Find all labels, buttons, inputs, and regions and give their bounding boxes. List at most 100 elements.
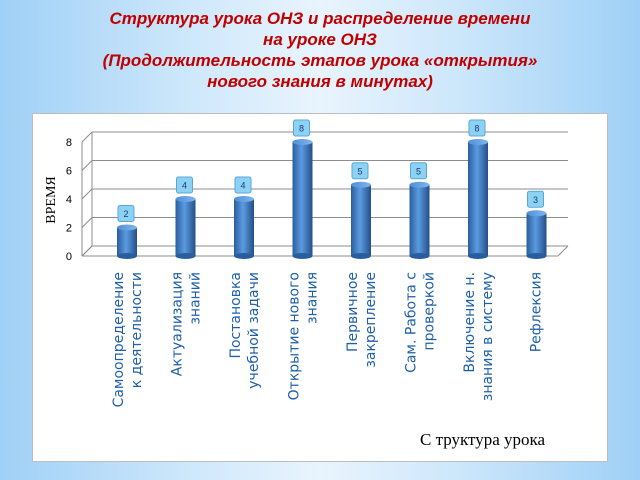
gridline-diag: [81, 188, 93, 200]
bar: [175, 196, 196, 259]
x-tick-label: Открытие нового: [287, 272, 303, 400]
x-tick-label: закрепление: [363, 272, 379, 368]
gridline-diag: [81, 131, 93, 143]
title-line-2: на уроке ОНЗ: [263, 30, 377, 49]
title-line-3: (Продолжительность этапов урока «открыти…: [102, 51, 538, 70]
data-label: 8: [468, 119, 486, 137]
x-tick-label: Включение н.: [462, 272, 478, 373]
x-tick-label: Актуализация: [170, 272, 186, 376]
x-tick-label: проверкой: [422, 272, 438, 350]
floor-edge-right: [557, 245, 569, 257]
x-tick-label: учебной задачи: [246, 272, 262, 389]
x-category-label: Актуализация знаний: [168, 271, 204, 377]
bar-body: [409, 184, 430, 256]
bar: [292, 139, 313, 259]
bar-top: [526, 210, 547, 217]
chart-panel: [32, 113, 608, 462]
x-category-label: Открытие нового знания: [285, 271, 321, 402]
data-label-text: 3: [533, 195, 538, 205]
data-label-box: [527, 190, 544, 208]
data-label-text: 4: [240, 181, 245, 191]
bar-base: [468, 253, 488, 259]
bar-body: [234, 199, 254, 256]
gridline-diag: [81, 217, 93, 228]
bars: [117, 139, 547, 259]
x-tick-label: к деятельности: [129, 272, 145, 388]
y-tick-label: 8: [66, 137, 72, 149]
y-tick-label: 0: [66, 251, 72, 263]
data-label: 2: [117, 205, 135, 222]
bar-base: [292, 253, 313, 259]
x-category-label: Самоопределение к деятельности: [110, 271, 146, 409]
y-tick-label: 6: [66, 166, 72, 178]
x-tick-label: знаний: [188, 272, 204, 325]
title-line-1: Структура урока ОНЗ и распределение врем…: [109, 9, 531, 28]
data-label-text: 8: [474, 124, 479, 134]
data-label-text: 5: [357, 166, 362, 176]
data-label: 5: [351, 162, 369, 180]
y-tick-label: 4: [66, 194, 72, 206]
bar-base: [117, 253, 137, 259]
y-axis-label: ВРЕМЯ: [44, 176, 59, 223]
data-label: 4: [234, 176, 252, 194]
bar-top: [409, 181, 430, 188]
data-label-box: [117, 205, 135, 222]
data-label-box: [468, 119, 486, 137]
bar-top: [175, 196, 196, 202]
x-category-label: Постановка учебной задачи: [227, 271, 263, 390]
x-category-label: Рефлексия: [527, 271, 545, 353]
x-category-label: Включение н. знания в систему: [461, 271, 497, 402]
x-tick-label: Рефлексия: [529, 272, 545, 352]
data-label: 3: [527, 190, 544, 208]
bar: [234, 196, 254, 259]
chart-caption: С труктура урока: [420, 430, 546, 449]
data-label-text: 4: [182, 181, 187, 191]
data-label-box: [293, 119, 310, 137]
bar-body: [292, 142, 313, 256]
bar-body: [526, 213, 547, 256]
title-line-4: нового знания в минутах): [207, 72, 433, 91]
x-category-label: Сам. Работа с проверкой: [402, 271, 438, 374]
data-label-text: 8: [299, 124, 304, 134]
bar-base: [234, 253, 254, 259]
bar-top: [117, 224, 137, 231]
bar-top: [292, 139, 313, 145]
data-label-box: [234, 176, 252, 194]
x-axis-labels: Самоопределение к деятельности Актуализаци…: [110, 271, 546, 409]
bar-body: [468, 142, 488, 256]
data-label-text: 5: [416, 166, 421, 176]
bar-body: [175, 199, 196, 256]
slide-title: Структура урока ОНЗ и распределение врем…: [0, 8, 640, 92]
data-label: 8: [293, 119, 310, 137]
data-labels: 2 4 4 8 5 5 8 3: [117, 119, 544, 222]
bar-top: [468, 139, 488, 145]
data-label-box: [176, 176, 193, 194]
bar-base: [526, 253, 547, 259]
bar-top: [234, 196, 254, 202]
x-tick-label: знания в систему: [480, 272, 496, 401]
data-label-box: [410, 162, 427, 180]
bar-base: [351, 253, 371, 259]
data-label-text: 2: [123, 209, 128, 219]
x-tick-label: Первичное: [345, 272, 361, 352]
bar-body: [351, 184, 371, 256]
bar: [351, 181, 371, 259]
bar: [526, 210, 547, 259]
y-axis: 0 2 4 6 8 ВРЕМЯ: [44, 131, 568, 263]
bar-body: [117, 227, 137, 256]
data-label-box: [351, 162, 369, 180]
bar-base: [409, 253, 430, 259]
bar: [468, 139, 488, 259]
gridline-diag: [81, 245, 93, 257]
y-tick-label: 2: [66, 223, 72, 235]
data-label: 4: [176, 176, 193, 194]
bar: [409, 181, 430, 259]
x-tick-label: Самоопределение: [111, 272, 127, 407]
x-tick-label: Постановка: [228, 272, 244, 359]
bar: [117, 224, 137, 259]
x-category-label: Первичное закрепление: [344, 271, 380, 369]
data-label: 5: [410, 162, 427, 180]
gridline-diag: [81, 160, 93, 171]
bar-top: [351, 181, 371, 188]
